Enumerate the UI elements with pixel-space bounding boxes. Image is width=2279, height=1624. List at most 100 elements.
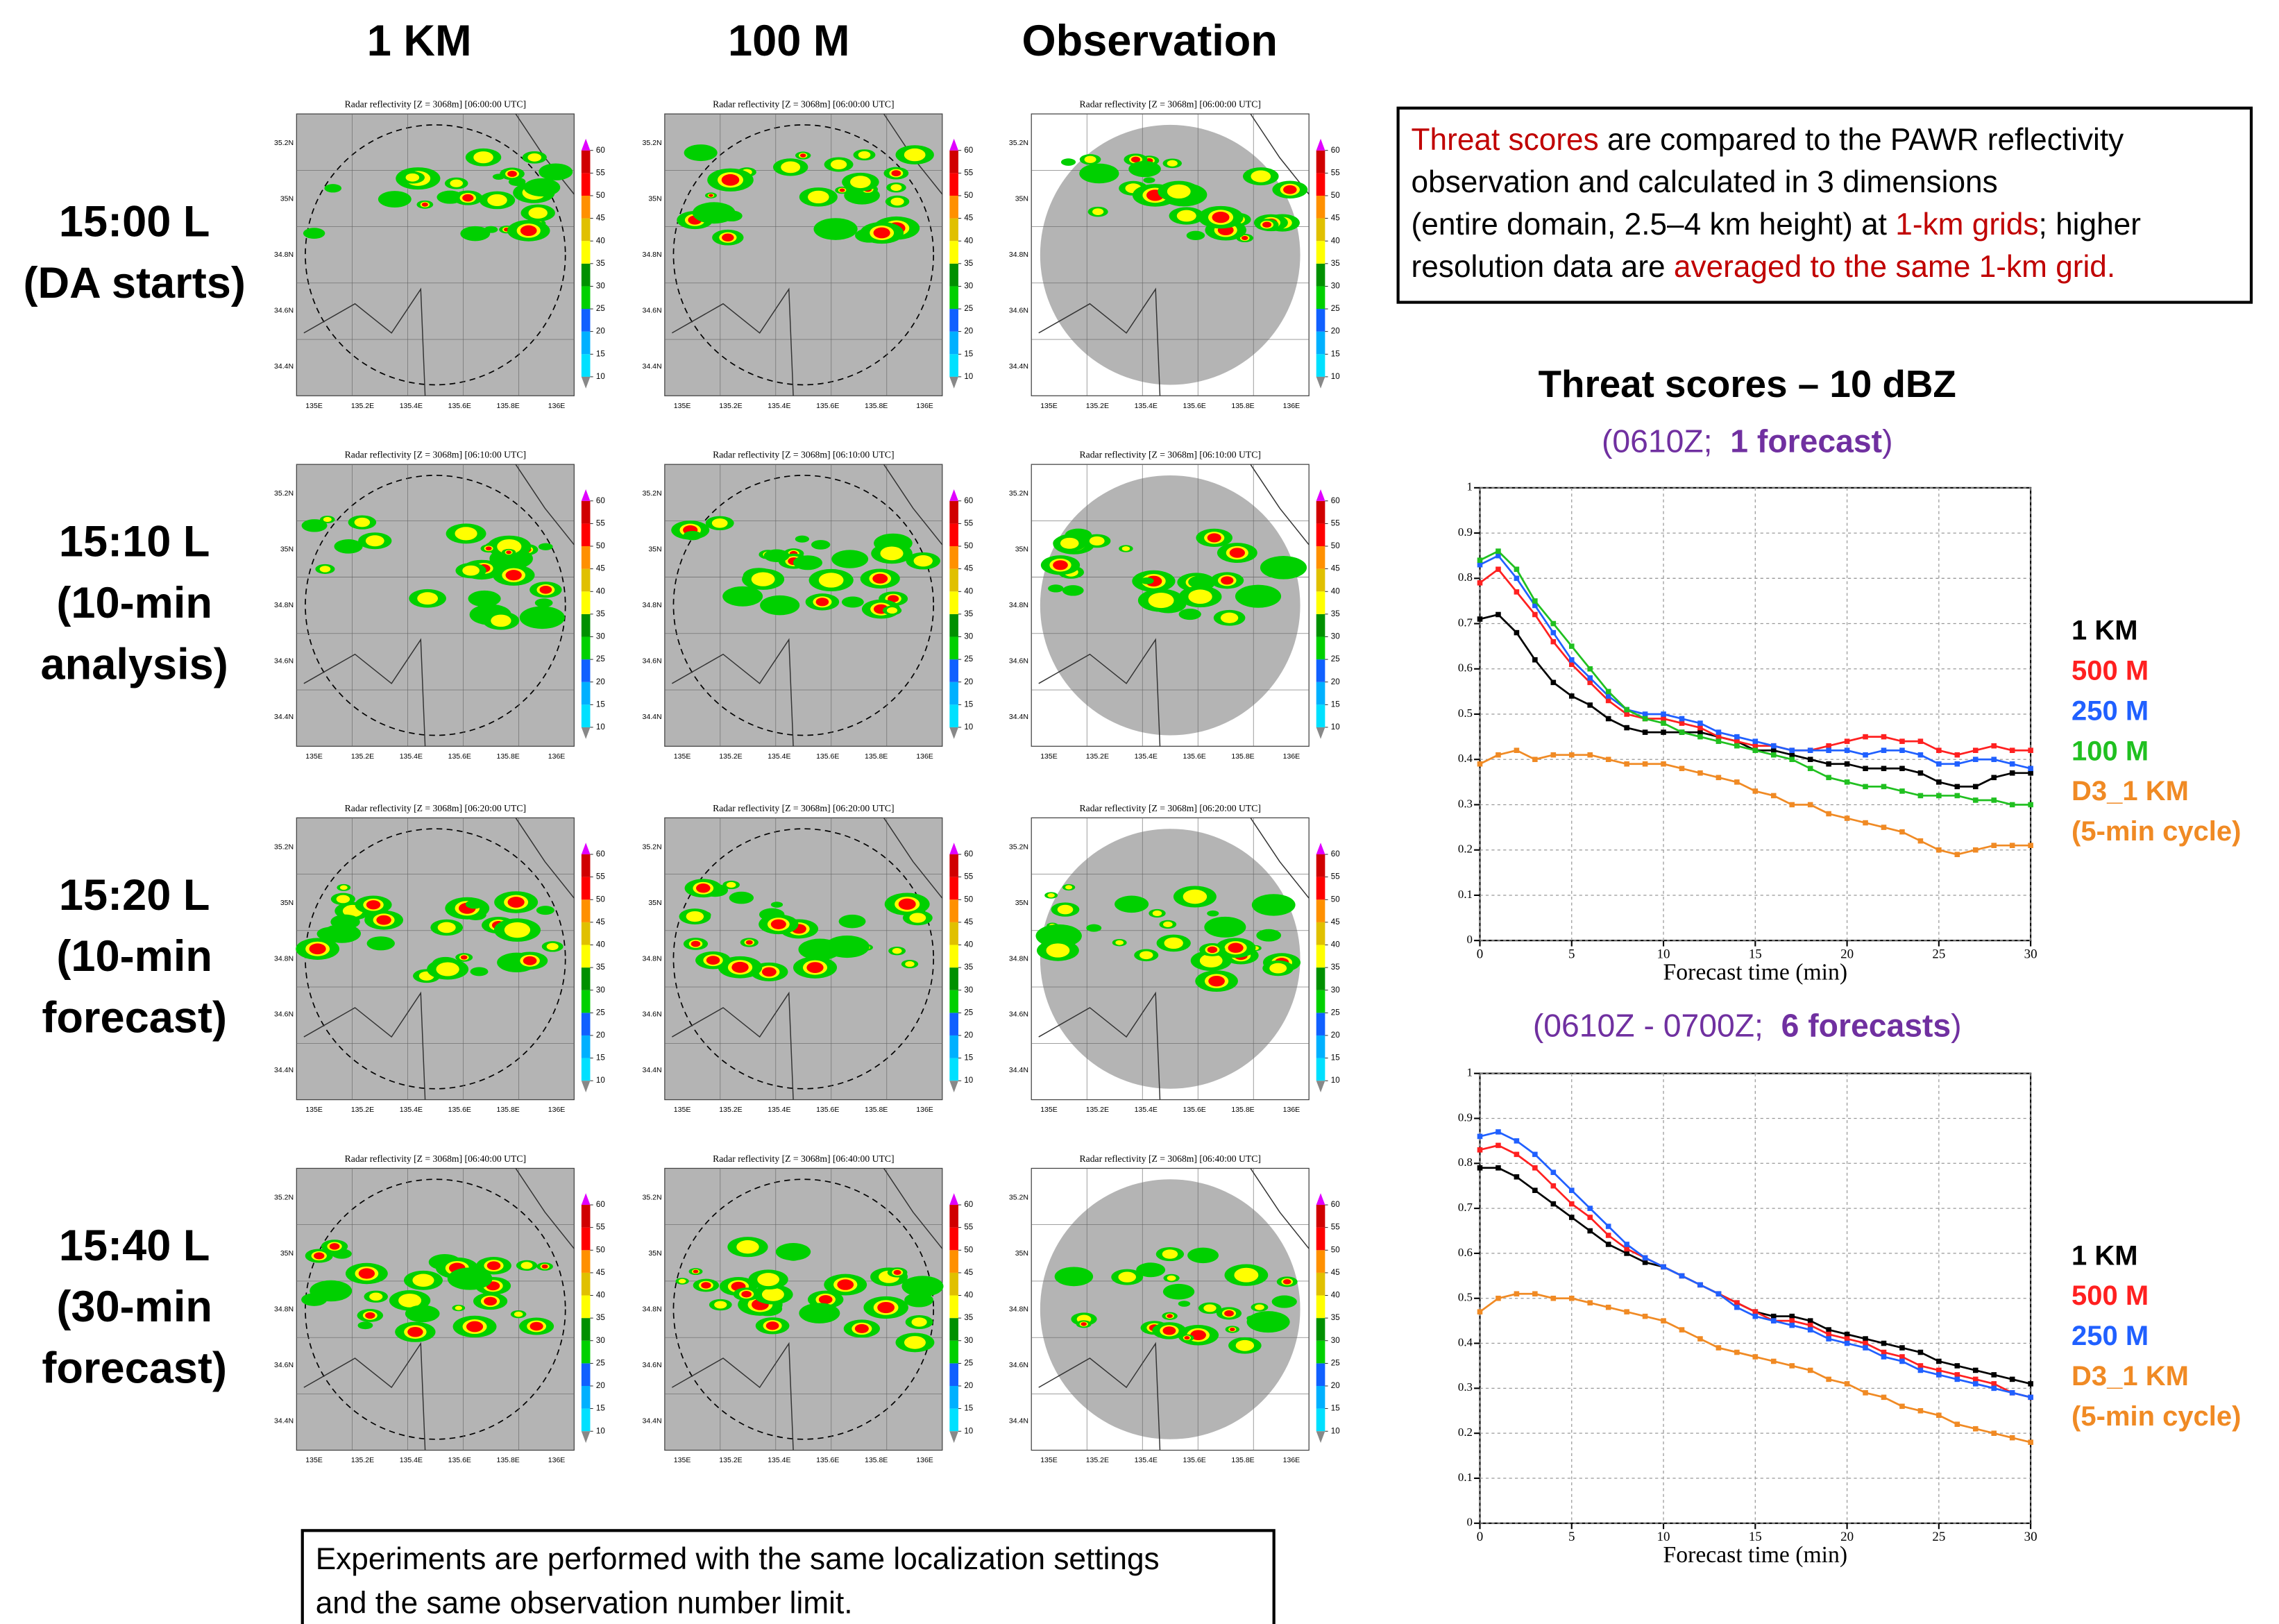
colorbar-segment <box>1316 500 1325 524</box>
echo <box>1228 942 1244 953</box>
lat-label: 35.2N <box>1009 843 1028 851</box>
colorbar-label: 15 <box>1331 350 1340 358</box>
colorbar-label: 15 <box>1331 1054 1340 1063</box>
echo <box>329 1243 340 1250</box>
colorbar-segment <box>949 263 958 287</box>
colorbar-segment <box>1316 568 1325 592</box>
series-marker <box>1624 761 1629 767</box>
series-marker <box>1807 1318 1813 1323</box>
echo <box>1053 560 1068 570</box>
colorbar-segment <box>1316 945 1325 968</box>
series-marker <box>1972 797 1979 803</box>
lat-label: 34.8N <box>274 1305 294 1313</box>
echo <box>761 1287 784 1301</box>
echo <box>1183 889 1208 904</box>
column-header: 100 M <box>728 17 849 65</box>
series-marker <box>1752 1309 1759 1314</box>
echo <box>437 922 456 933</box>
echo <box>468 590 501 607</box>
colorbar-label: 30 <box>1331 1337 1340 1345</box>
colorbar-label: 30 <box>1331 633 1340 641</box>
colorbar-label: 25 <box>964 655 973 663</box>
lon-label: 135E <box>305 752 323 761</box>
row-label: 15:40 L <box>59 1221 210 1270</box>
lon-label: 135.4E <box>1135 1456 1158 1464</box>
colorbar-label: 20 <box>596 328 605 336</box>
radar-range <box>672 124 935 386</box>
legend-note: (5-min cycle) <box>2072 816 2241 847</box>
series-marker <box>1496 1165 1501 1171</box>
echo <box>722 586 763 607</box>
series-marker <box>1826 811 1831 817</box>
colorbar-segment <box>949 523 958 547</box>
colorbar-label: 45 <box>1331 214 1340 223</box>
echo <box>1260 556 1307 580</box>
colorbar-label: 20 <box>964 1382 973 1390</box>
colorbar-label: 35 <box>964 610 973 618</box>
lat-label: 35N <box>1015 545 1028 554</box>
echo <box>722 233 734 242</box>
series-marker <box>1550 638 1557 645</box>
echo <box>506 550 511 555</box>
lat-label: 34.6N <box>274 1361 294 1369</box>
series-marker <box>1642 716 1648 722</box>
series-marker <box>2028 843 2033 848</box>
echo <box>407 1326 423 1337</box>
echo <box>528 207 548 219</box>
series-marker <box>1972 847 1979 853</box>
colorbar-label: 25 <box>596 1359 605 1367</box>
colorbar-segment <box>1316 854 1325 877</box>
series-marker <box>1568 693 1575 699</box>
lon-label: 135.6E <box>448 752 471 761</box>
colorbar-segment <box>949 241 958 264</box>
series-marker <box>1514 589 1520 595</box>
echo <box>1115 940 1124 945</box>
series-marker <box>1807 1322 1813 1328</box>
series-marker <box>1807 1367 1813 1373</box>
lon-label: 135E <box>305 1456 323 1464</box>
lon-label: 135E <box>305 402 323 410</box>
echo <box>1143 177 1155 183</box>
echo <box>1178 1301 1191 1307</box>
colorbar-cap <box>1316 376 1325 389</box>
colorbar-label: 10 <box>596 373 605 381</box>
colorbar-segment <box>949 286 958 310</box>
series-marker <box>1496 548 1501 554</box>
echo <box>1271 1295 1297 1308</box>
lon-label: 135E <box>674 1456 691 1464</box>
lon-label: 135.6E <box>816 402 839 410</box>
series-marker <box>1532 611 1538 618</box>
series-marker <box>1917 1407 1924 1414</box>
colorbar-segment <box>949 1013 958 1035</box>
colorbar-label: 50 <box>964 192 973 200</box>
echo <box>1136 1262 1166 1278</box>
series-marker <box>1496 1142 1501 1149</box>
echo <box>536 906 554 915</box>
lat-label: 35.2N <box>1009 1193 1028 1201</box>
echo <box>720 210 743 222</box>
lat-label: 35.2N <box>643 1193 662 1201</box>
echo <box>911 1317 927 1327</box>
colorbar-cap <box>1316 489 1325 501</box>
info-line-run: resolution data are <box>1412 250 1674 284</box>
series-marker <box>1991 797 1997 803</box>
colorbar-label: 15 <box>596 1054 605 1063</box>
echo <box>808 190 829 204</box>
colorbar-cap <box>1316 1431 1325 1444</box>
series-marker <box>1881 766 1887 772</box>
series-marker <box>1587 666 1593 672</box>
lon-label: 135.6E <box>448 402 471 410</box>
colorbar-segment <box>949 1340 958 1364</box>
echo <box>841 596 864 608</box>
series-marker <box>1734 779 1740 785</box>
echo <box>319 566 331 573</box>
series-marker <box>1679 1327 1685 1333</box>
colorbar-segment <box>1316 309 1325 332</box>
echo <box>886 607 898 614</box>
row-label: 15:00 L <box>59 198 210 246</box>
echo <box>1282 1279 1291 1285</box>
series-marker <box>1770 752 1777 758</box>
series-marker <box>1807 766 1813 772</box>
colorbar-label: 20 <box>596 1031 605 1040</box>
series-marker <box>1863 1390 1868 1396</box>
